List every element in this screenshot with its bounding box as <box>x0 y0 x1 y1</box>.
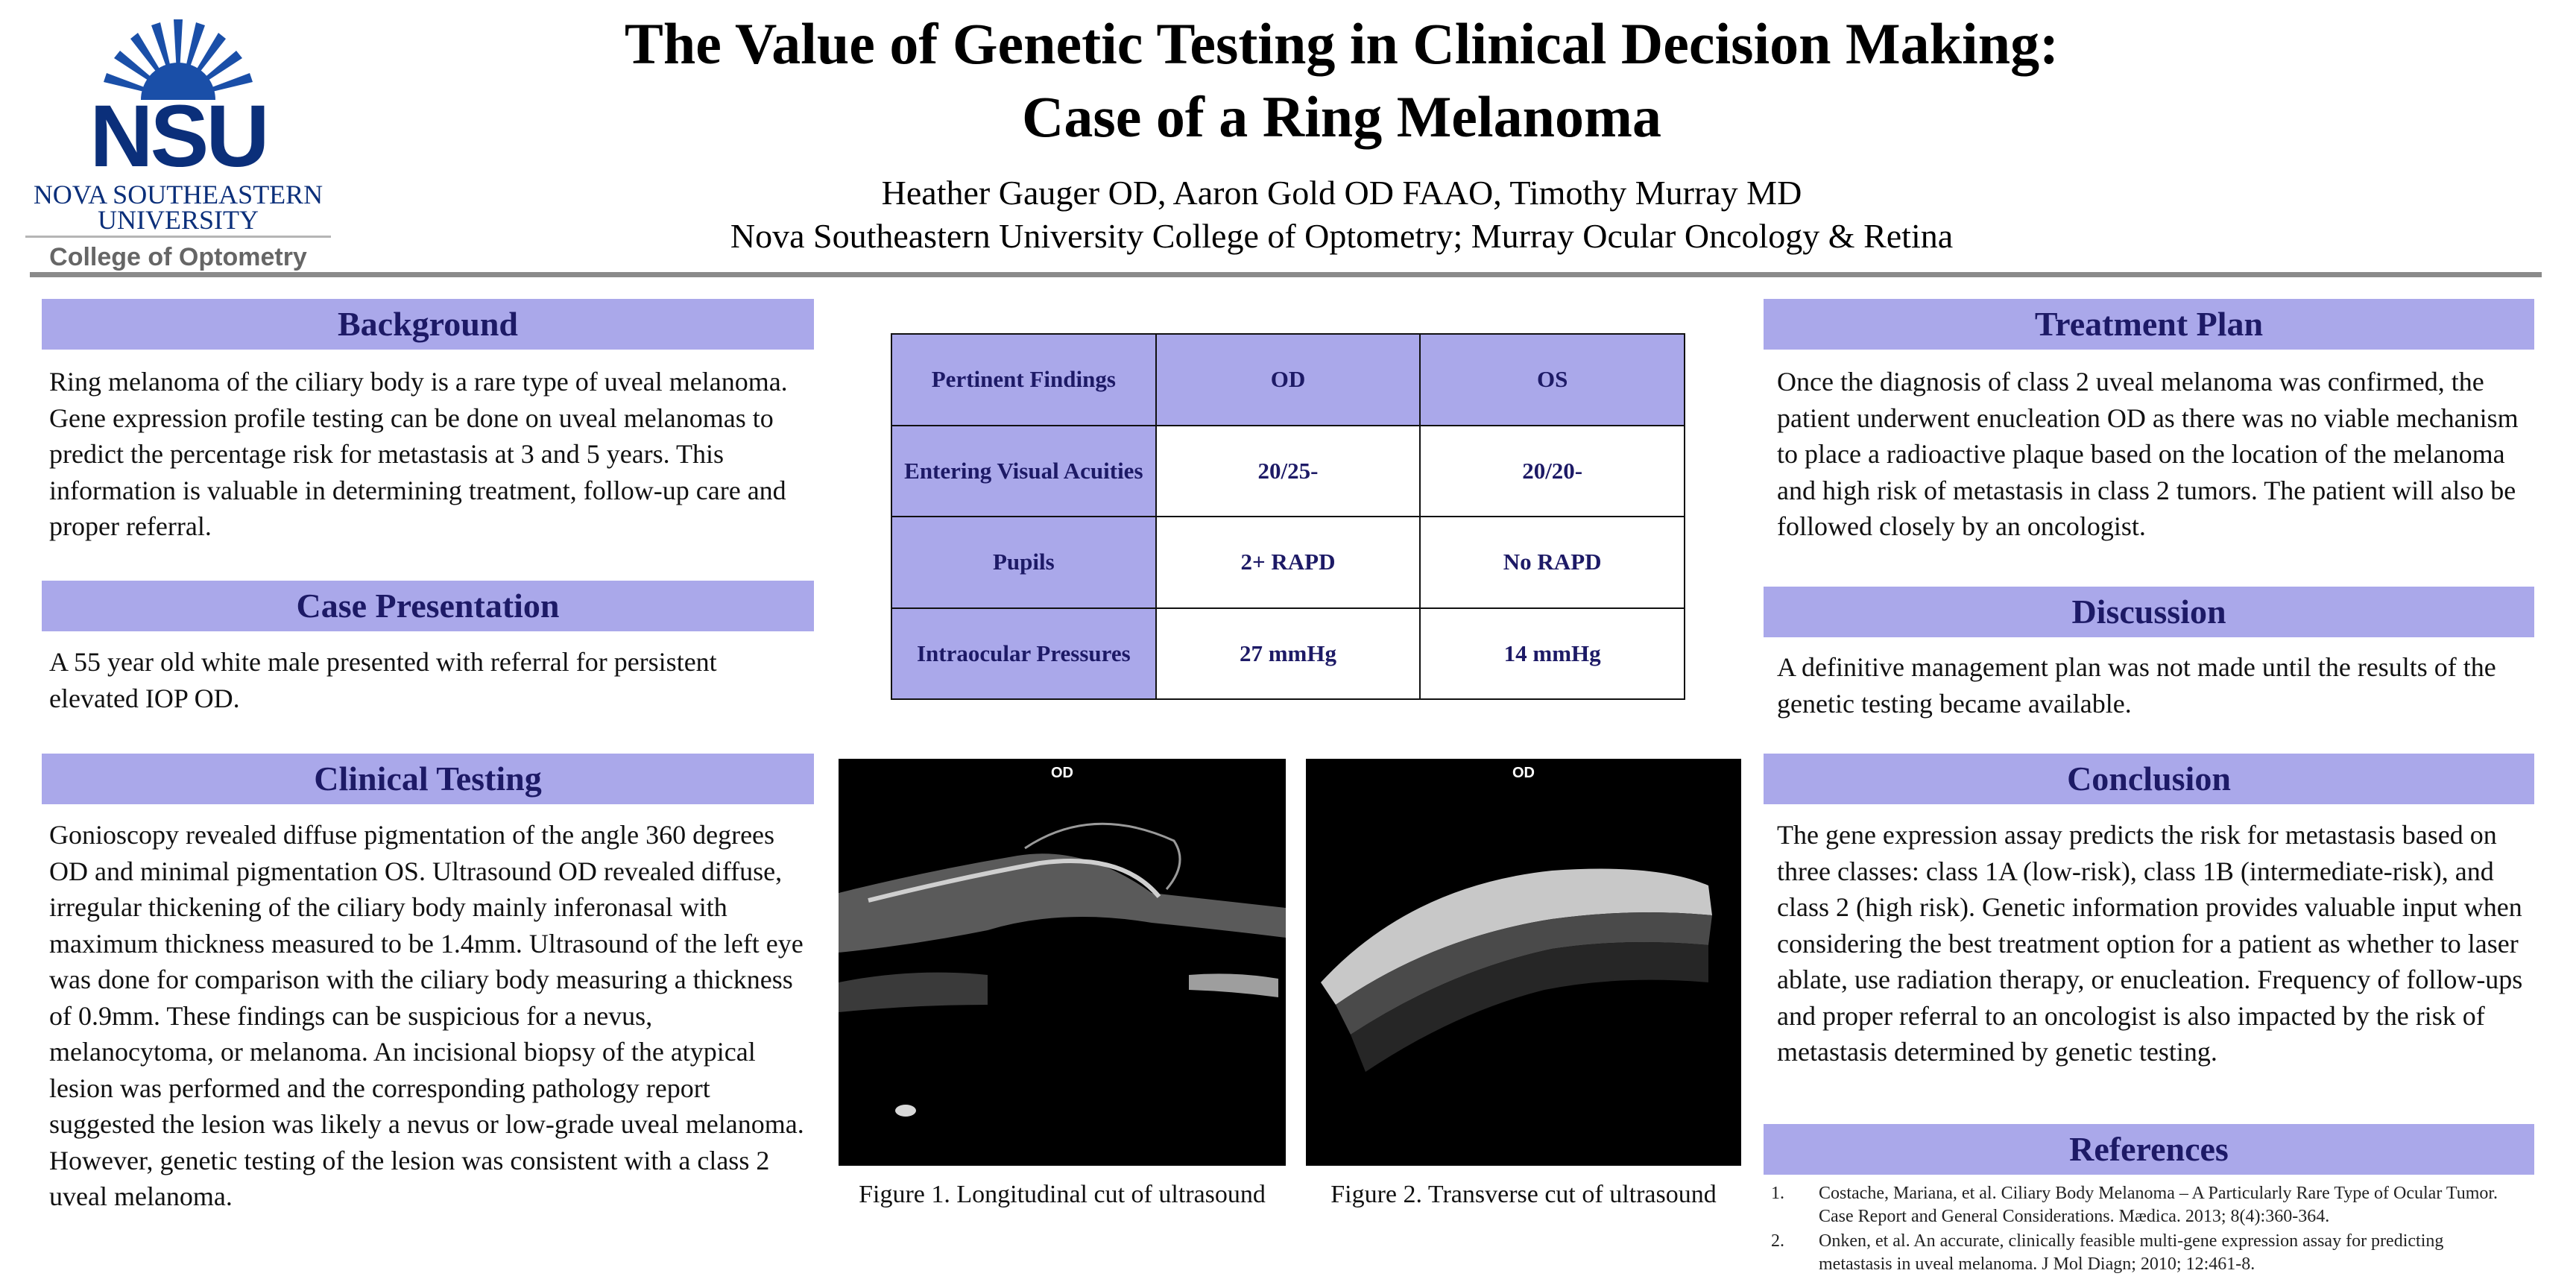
logo-acronym: NSU <box>89 87 269 186</box>
table-row: Intraocular Pressures 27 mmHg 14 mmHg <box>891 607 1685 700</box>
ultrasound-figure-1: OD <box>839 759 1286 1166</box>
table-row: Entering Visual Acuities 20/25- 20/20- <box>891 424 1685 517</box>
reference-text: Onken, et al. An accurate, clinically fe… <box>1819 1231 2444 1274</box>
reference-text: Costache, Mariana, et al. Ciliary Body M… <box>1819 1184 2498 1226</box>
logo-university-line1: NOVA SOUTHEASTERN <box>33 180 323 209</box>
treatment-plan-text: Once the diagnosis of class 2 uveal mela… <box>1777 367 2519 541</box>
discussion-heading: Discussion <box>1764 587 2534 637</box>
findings-table: Pertinent Findings OD OS Entering Visual… <box>891 333 1685 700</box>
row-label: Pupils <box>891 516 1157 609</box>
reference-number: 2. <box>1771 1231 1784 1251</box>
figure-2-caption: Figure 2. Transverse cut of ultrasound <box>1330 1181 1717 1208</box>
logo-university-name: NOVA SOUTHEASTERN UNIVERSITY <box>25 180 331 235</box>
reference-item: 2. Onken, et al. An accurate, clinically… <box>1771 1230 2516 1276</box>
conclusion-text: The gene expression assay predicts the r… <box>1777 820 2523 1067</box>
ultrasound-transverse-image <box>1321 868 1712 1072</box>
references-heading: References <box>1764 1124 2534 1175</box>
nsu-logo: NSU NOVA SOUTHEASTERN UNIVERSITY College… <box>25 12 331 271</box>
references-list: 1. Costache, Mariana, et al. Ciliary Bod… <box>1771 1182 2516 1278</box>
table-cell: 20/20- <box>1419 424 1685 517</box>
table-header-cell: OD <box>1155 333 1421 426</box>
background-heading: Background <box>42 299 814 350</box>
authors: Heather Gauger OD, Aaron Gold OD FAAO, T… <box>881 174 1802 212</box>
background-text: Ring melanoma of the ciliary body is a r… <box>49 367 788 541</box>
table-cell: 27 mmHg <box>1155 607 1421 700</box>
case-presentation-text: A 55 year old white male presented with … <box>49 647 717 713</box>
table-cell: 2+ RAPD <box>1155 516 1421 609</box>
table-header-cell: OS <box>1419 333 1685 426</box>
row-label: Entering Visual Acuities <box>891 424 1157 517</box>
poster-title: The Value of Genetic Testing in Clinical… <box>447 7 2236 154</box>
table-cell: 20/25- <box>1155 424 1421 517</box>
case-presentation-heading: Case Presentation <box>42 581 814 631</box>
table-row: Pupils 2+ RAPD No RAPD <box>891 516 1685 609</box>
sunburst-icon <box>104 19 253 100</box>
table-header-cell: Pertinent Findings <box>891 333 1157 426</box>
reference-item: 1. Costache, Mariana, et al. Ciliary Bod… <box>1771 1182 2516 1228</box>
logo-university-line2: UNIVERSITY <box>98 205 259 235</box>
table-header-row: Pertinent Findings OD OS <box>891 333 1685 426</box>
figure-1-tag: OD <box>1051 765 1073 781</box>
clinical-testing-text: Gonioscopy revealed diffuse pigmentation… <box>49 820 804 1211</box>
reference-number: 1. <box>1771 1184 1784 1203</box>
title-line2: Case of a Ring Melanoma <box>1022 84 1661 149</box>
discussion-text: A definitive management plan was not mad… <box>1777 652 2496 719</box>
figure-1-caption: Figure 1. Longitudinal cut of ultrasound <box>859 1181 1266 1208</box>
title-line1: The Value of Genetic Testing in Clinical… <box>624 11 2059 76</box>
conclusion-heading: Conclusion <box>1764 754 2534 804</box>
clinical-testing-heading: Clinical Testing <box>42 754 814 804</box>
logo-college: College of Optometry <box>25 236 331 277</box>
ultrasound-longitudinal-image <box>839 822 1286 1117</box>
treatment-plan-heading: Treatment Plan <box>1764 299 2534 350</box>
affiliation: Nova Southeastern University College of … <box>730 217 1954 255</box>
row-label: Intraocular Pressures <box>891 607 1157 700</box>
table-cell: 14 mmHg <box>1419 607 1685 700</box>
author-block: Heather Gauger OD, Aaron Gold OD FAAO, T… <box>447 171 2236 258</box>
ultrasound-figure-2: OD <box>1306 759 1741 1166</box>
table-cell: No RAPD <box>1419 516 1685 609</box>
figure-2-tag: OD <box>1512 765 1535 781</box>
header-divider <box>30 272 2542 277</box>
